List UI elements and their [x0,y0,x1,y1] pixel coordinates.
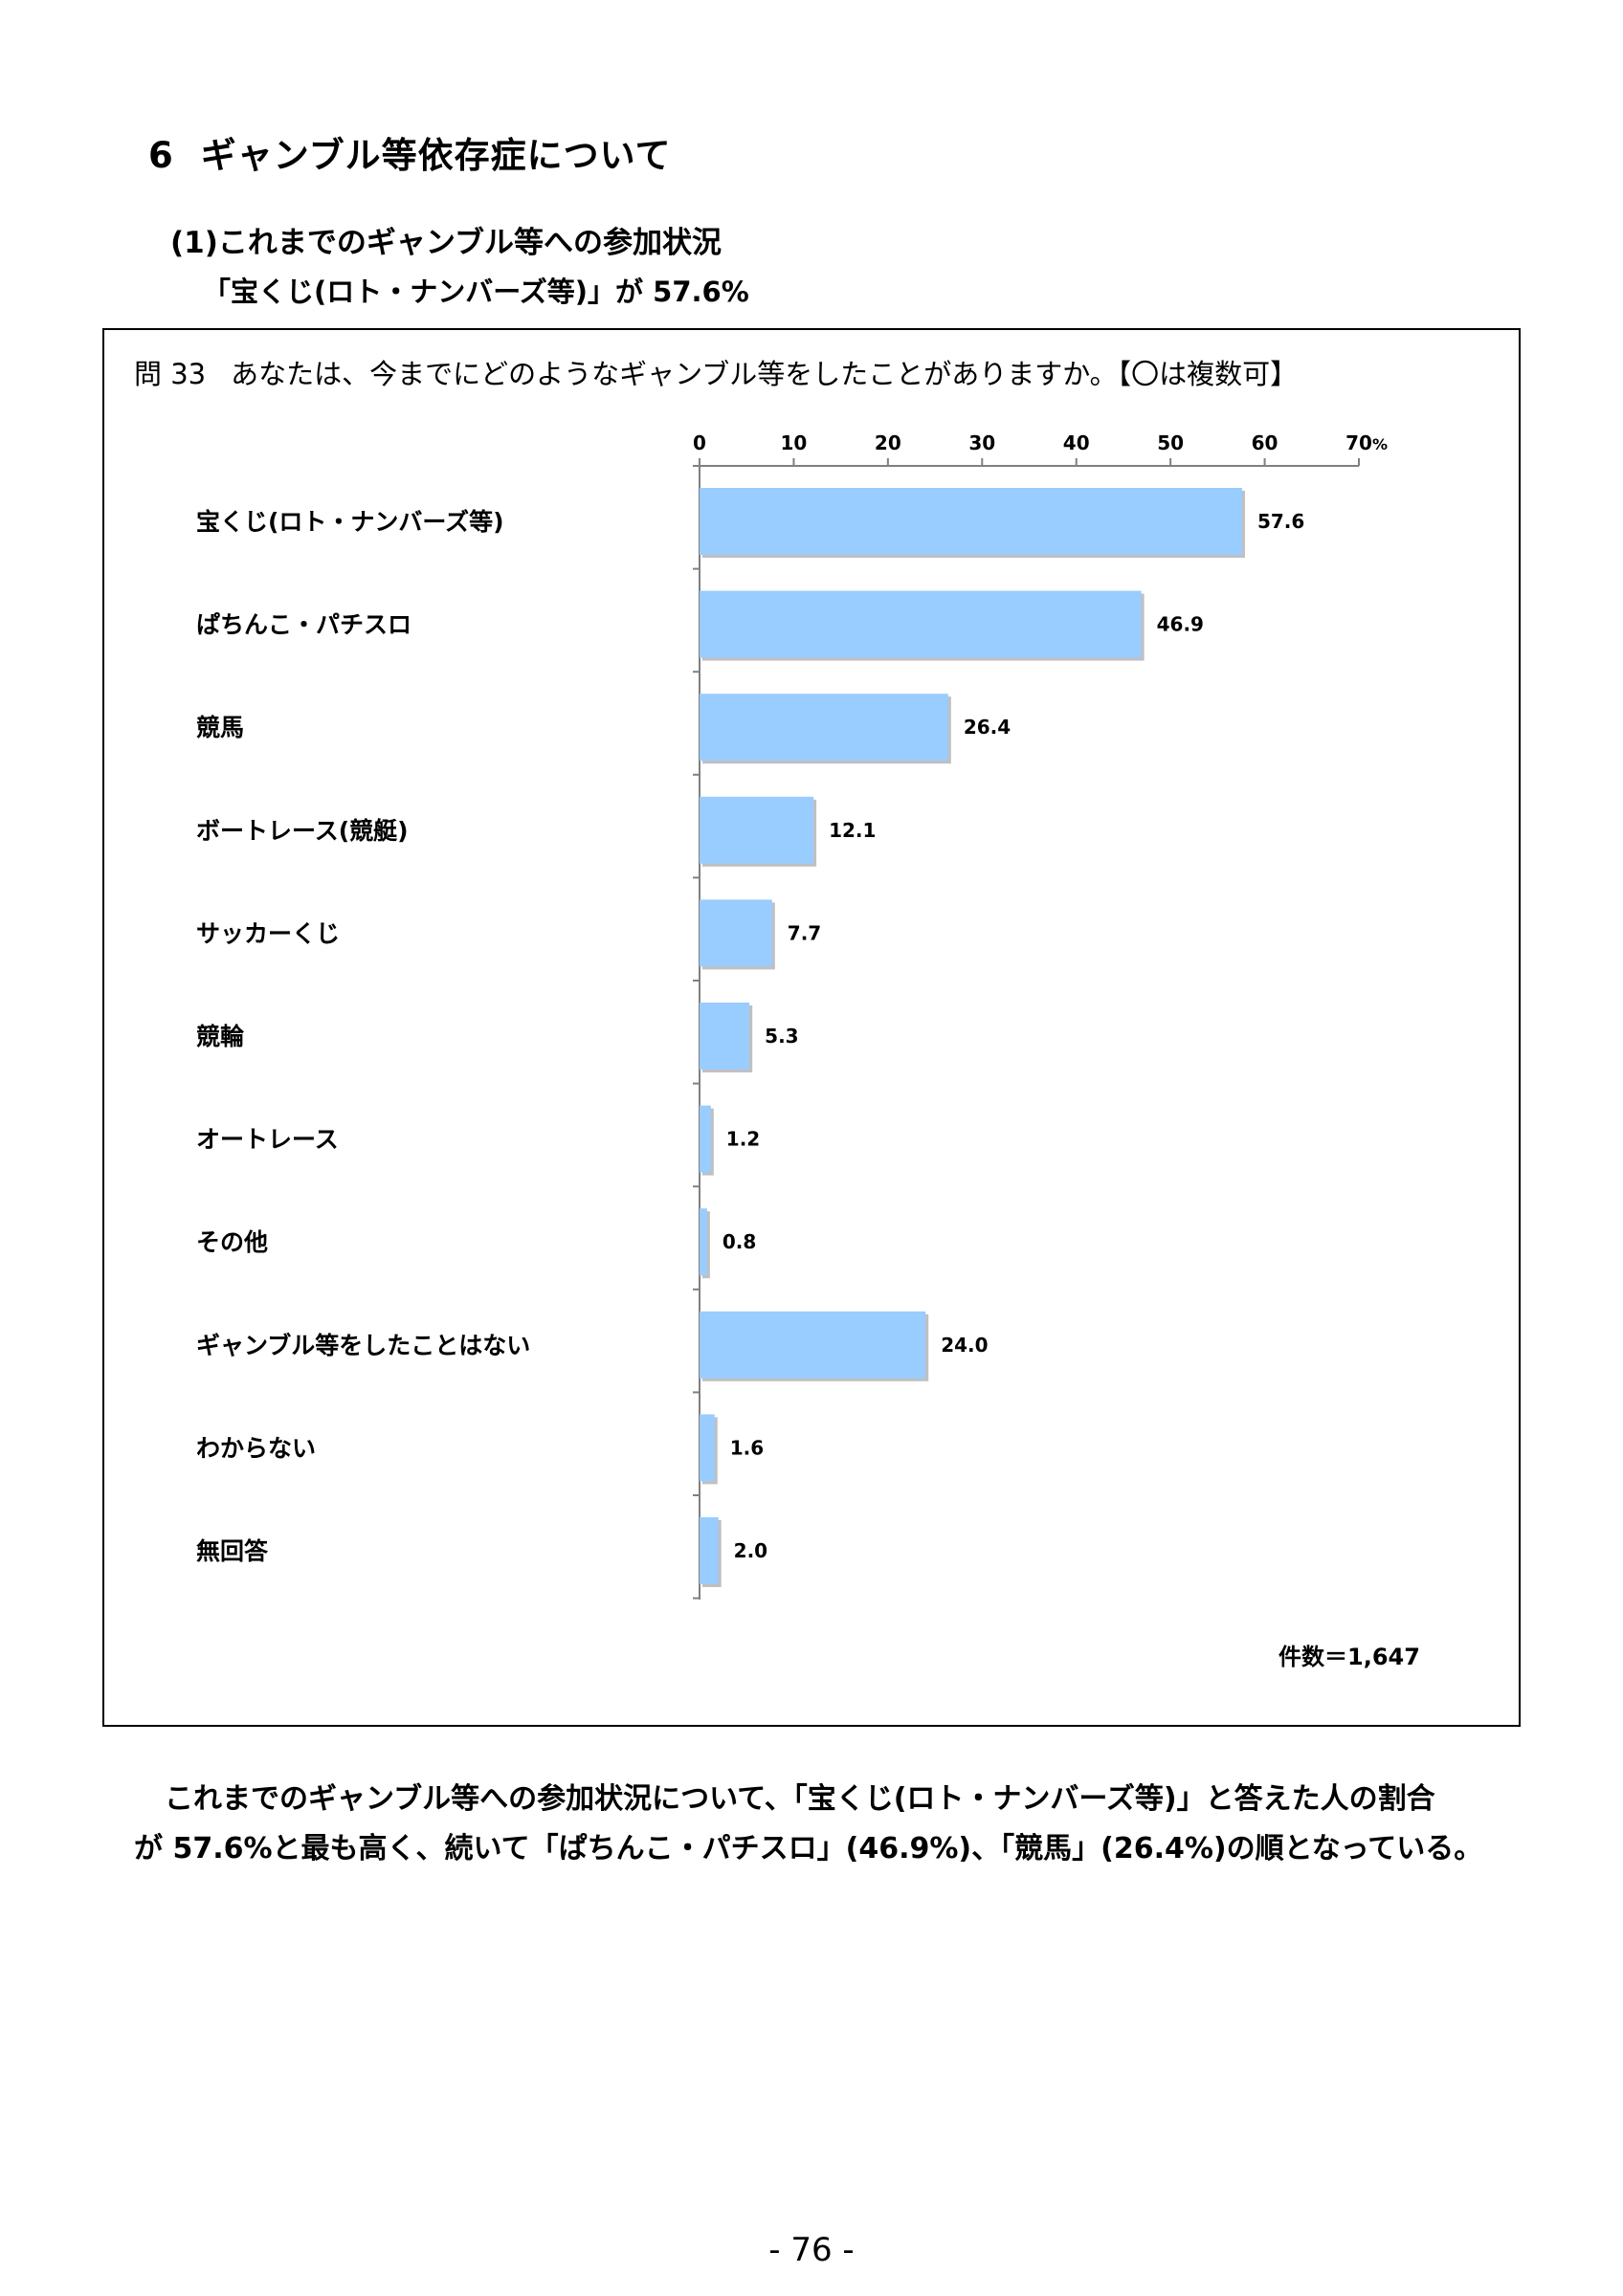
value-label: 0.8 [723,1230,756,1253]
bar [700,590,1142,658]
category-label: サッカーくじ [196,919,340,947]
x-tick-label: 0 [693,431,706,454]
bar [700,1311,926,1379]
value-label: 57.6 [1257,510,1304,533]
section-title-text: ギャンブル等依存症について [200,135,672,176]
summary-paragraph: これまでのギャンブル等への参加状況について、「宝くじ(ロト・ナンバーズ等)」と答… [134,1775,1493,1874]
x-tick-label: 50 [1157,431,1184,454]
x-tick-label: 10 [781,431,808,454]
section-title: 6 ギャンブル等依存症について [148,126,672,178]
category-label: 競馬 [196,714,244,741]
section-number: 6 [148,135,174,176]
sample-size: 件数＝1,647 [1278,1644,1420,1670]
value-label: 2.0 [734,1539,767,1562]
summary-line-2: が 57.6%と最も高く、続いて「ぱちんこ・パチスロ」(46.9%)、「競馬」(… [134,1832,1483,1866]
bar [700,694,948,762]
category-label: ぱちんこ・パチスロ [196,611,411,639]
category-label: わからない [196,1434,316,1462]
x-tick-label: 20 [875,431,901,454]
bar [700,488,1242,555]
value-label: 7.7 [788,921,821,944]
category-label: 無回答 [196,1537,269,1565]
question-text: あなたは、今までにどのようなギャンブル等をしたことがありますか。【〇は複数可】 [231,358,1299,390]
category-label: 宝くじ(ロト・ナンバーズ等) [196,508,504,536]
value-label: 24.0 [941,1334,988,1357]
category-label: ボートレース(競艇) [196,817,409,845]
x-tick-label: 40 [1063,431,1090,454]
value-label: 26.4 [964,716,1011,739]
category-label: オートレース [196,1126,339,1154]
summary-line-1: これまでのギャンブル等への参加状況について、「宝くじ(ロト・ナンバーズ等)」と答… [165,1782,1435,1816]
bar [700,899,772,967]
subsection-headline: 「宝くじ(ロト・ナンバーズ等)」が 57.6% [203,276,749,308]
bar [700,796,814,864]
page-number: - 76 - [768,2231,855,2269]
x-tick-label: 70 [1345,431,1372,454]
subsection-title: (1)これまでのギャンブル等への参加状況 [170,226,722,260]
x-tick-label: 30 [968,431,995,454]
x-tick-label: 60 [1252,431,1278,454]
figure-frame [102,328,1521,1727]
value-label: 1.6 [730,1436,764,1459]
bar [700,1105,711,1173]
bar [700,1414,715,1482]
question: 問 33 あなたは、今までにどのようなギャンブル等をしたことがありますか。【〇は複… [134,352,1298,392]
bar [700,1208,707,1276]
bar [700,1003,750,1070]
category-label: ギャンブル等をしたことはない [196,1332,530,1359]
value-label: 5.3 [765,1025,798,1048]
category-label: その他 [196,1228,268,1256]
value-label: 46.9 [1157,613,1204,636]
question-number: 問 33 [134,358,207,390]
value-label: 1.2 [726,1128,760,1151]
category-label: 競輪 [196,1023,245,1050]
bar [700,1517,719,1584]
value-label: 12.1 [829,819,876,842]
x-unit-label: % [1372,435,1388,453]
